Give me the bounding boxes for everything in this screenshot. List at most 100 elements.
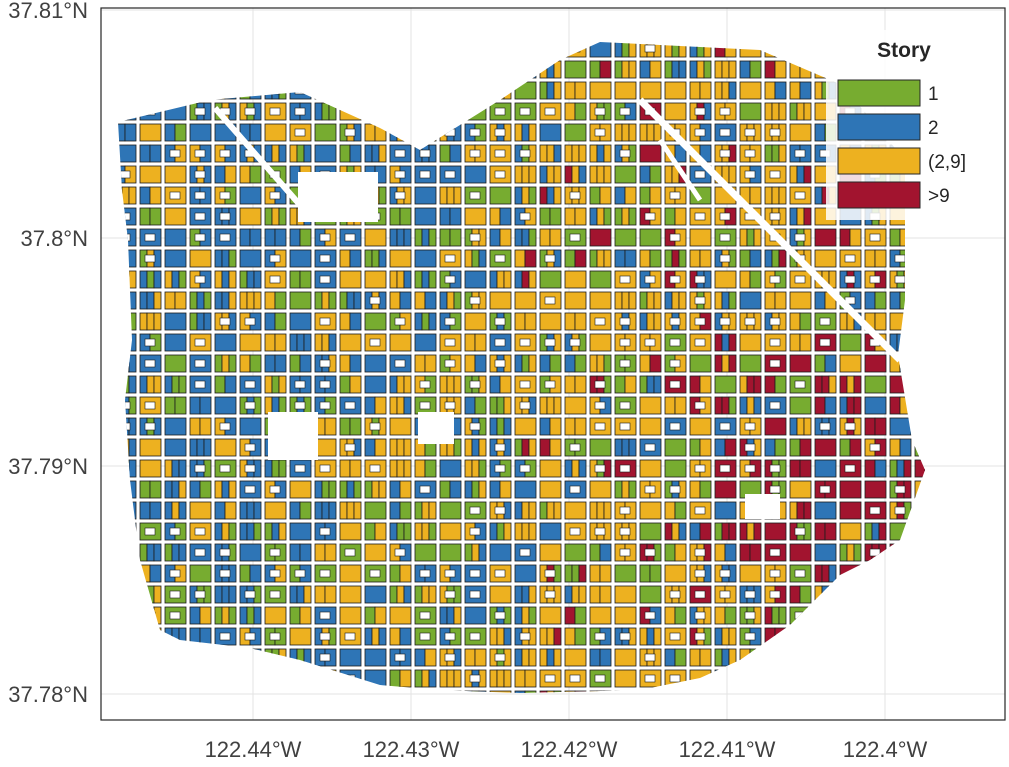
building-footprint: [728, 60, 737, 79]
building-footprint: [153, 585, 162, 604]
building-footprint: [396, 438, 405, 457]
building-footprint: [414, 522, 423, 541]
building-footprint: [739, 333, 762, 352]
building-footprint: [314, 144, 337, 163]
building-footprint: [714, 375, 737, 394]
building-footprint: [314, 585, 326, 604]
courtyard: [369, 464, 381, 473]
building-footprint: [539, 522, 562, 541]
legend-label-2: 2: [928, 118, 939, 139]
building-footprint: [189, 123, 212, 142]
building-footprint: [214, 249, 223, 268]
building-footprint: [378, 186, 387, 205]
building-footprint: [321, 480, 330, 499]
building-footprint: [514, 354, 523, 373]
courtyard: [719, 569, 731, 578]
courtyard: [544, 107, 556, 116]
building-footprint: [514, 522, 523, 541]
building-footprint: [589, 186, 601, 205]
building-footprint: [264, 123, 287, 142]
building-footprint: [349, 459, 362, 478]
building-footprint: [199, 606, 212, 625]
building-footprint: [339, 417, 351, 436]
building-footprint: [374, 396, 387, 415]
building-footprint: [639, 459, 662, 478]
courtyard: [694, 506, 706, 515]
building-footprint: [564, 291, 587, 310]
building-footprint: [389, 396, 398, 415]
building-footprint: [503, 627, 512, 646]
courtyard: [444, 254, 456, 263]
building-footprint: [749, 270, 762, 289]
courtyard: [619, 422, 631, 431]
building-footprint: [128, 438, 137, 457]
building-footprint: [246, 291, 255, 310]
building-footprint: [489, 522, 498, 541]
building-footprint: [499, 207, 512, 226]
courtyard: [244, 485, 256, 494]
building-footprint: [521, 186, 530, 205]
building-footprint: [403, 228, 412, 247]
building-footprint: [596, 144, 605, 163]
building-footprint: [521, 648, 530, 667]
building-footprint: [139, 291, 148, 310]
courtyard: [144, 254, 156, 263]
courtyard: [419, 401, 431, 410]
building-footprint: [614, 186, 626, 205]
building-footprint: [499, 228, 512, 247]
building-footprint: [721, 522, 730, 541]
building-footprint: [364, 375, 387, 394]
courtyard: [844, 464, 856, 473]
building-footprint: [339, 648, 362, 667]
building-footprint: [514, 585, 523, 604]
building-footprint: [239, 165, 251, 184]
building-footprint: [589, 291, 612, 310]
building-footprint: [639, 375, 648, 394]
building-footprint: [599, 60, 612, 79]
building-footprint: [546, 144, 555, 163]
building-footprint: [578, 165, 587, 184]
building-footprint: [621, 60, 630, 79]
building-footprint: [503, 417, 512, 436]
building-footprint: [314, 102, 323, 121]
building-footprint: [521, 354, 530, 373]
building-footprint: [389, 417, 412, 436]
building-footprint: [589, 606, 612, 625]
building-footprint: [189, 606, 201, 625]
courtyard: [594, 422, 606, 431]
building-footprint: [324, 417, 337, 436]
building-footprint: [214, 606, 223, 625]
courtyard: [394, 149, 406, 158]
building-footprint: [714, 396, 723, 415]
building-footprint: [514, 669, 526, 688]
building-footprint: [289, 144, 298, 163]
courtyard: [494, 443, 506, 452]
courtyard: [469, 191, 481, 200]
building-footprint: [349, 354, 362, 373]
courtyard: [719, 317, 731, 326]
building-footprint: [424, 459, 437, 478]
courtyard: [494, 653, 506, 662]
courtyard: [644, 275, 656, 284]
building-footprint: [714, 270, 737, 289]
building-footprint: [271, 375, 280, 394]
building-footprint: [289, 207, 298, 226]
building-footprint: [478, 438, 487, 457]
courtyard: [569, 191, 581, 200]
latitude-axis: 37.81°N 37.8°N 37.79°N 37.78°N: [8, 0, 88, 707]
building-footprint: [189, 312, 198, 331]
building-footprint: [514, 312, 526, 331]
building-footprint: [614, 438, 623, 457]
building-footprint: [739, 102, 762, 121]
building-footprint: [274, 333, 287, 352]
building-footprint: [699, 522, 712, 541]
building-footprint: [749, 186, 762, 205]
legend-swatch-2: [837, 113, 921, 141]
building-footprint: [439, 501, 462, 520]
building-footprint: [664, 81, 687, 100]
building-footprint: [539, 396, 548, 415]
courtyard: [769, 464, 781, 473]
building-footprint: [521, 123, 530, 142]
building-footprint: [664, 102, 687, 121]
building-footprint: [574, 249, 587, 268]
